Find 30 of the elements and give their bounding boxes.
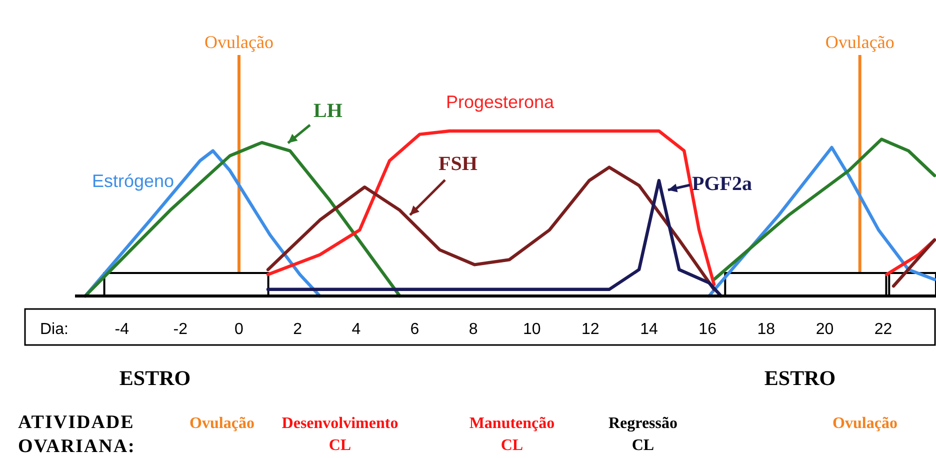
text: Manutenção CL xyxy=(469,415,555,454)
text: Desenvolvimento CL xyxy=(282,415,398,454)
text: Regressão CL xyxy=(608,415,678,454)
legend-label: PGF2a xyxy=(692,173,752,195)
x-tick-label: -2 xyxy=(173,321,188,338)
x-tick-label: 18 xyxy=(757,321,776,338)
ref-line-label: Ovulação xyxy=(204,32,274,52)
text: FSH xyxy=(438,153,478,175)
series-label: LH xyxy=(314,100,343,122)
x-tick-label: 12 xyxy=(582,321,600,338)
text: Ovulação xyxy=(190,415,254,432)
x-tick-label: 16 xyxy=(698,321,717,338)
x-tick-label: 10 xyxy=(522,321,541,338)
x-axis-title: Dia: xyxy=(40,321,68,338)
x-tick-label: 6 xyxy=(410,321,420,338)
x-tick-label: 8 xyxy=(468,321,478,338)
x-tick-label: 22 xyxy=(874,321,892,338)
ref-line-label: Ovulação xyxy=(825,32,894,52)
x-tick-label: 20 xyxy=(816,321,834,338)
x-tick-label: 2 xyxy=(293,321,302,338)
x-tick-label: 0 xyxy=(234,321,244,338)
text: ESTRO xyxy=(764,366,836,390)
x-tick-label: 4 xyxy=(352,321,361,338)
x-tick-label: -4 xyxy=(114,321,130,338)
text: ATIVIDADE OVARIANA: xyxy=(18,412,136,457)
text: ESTRO xyxy=(119,366,191,390)
series-label: Estrógeno xyxy=(92,171,174,191)
series-label: Progesterona xyxy=(446,92,556,112)
x-tick-label: 14 xyxy=(640,321,658,338)
text: Ovulação xyxy=(832,415,898,432)
